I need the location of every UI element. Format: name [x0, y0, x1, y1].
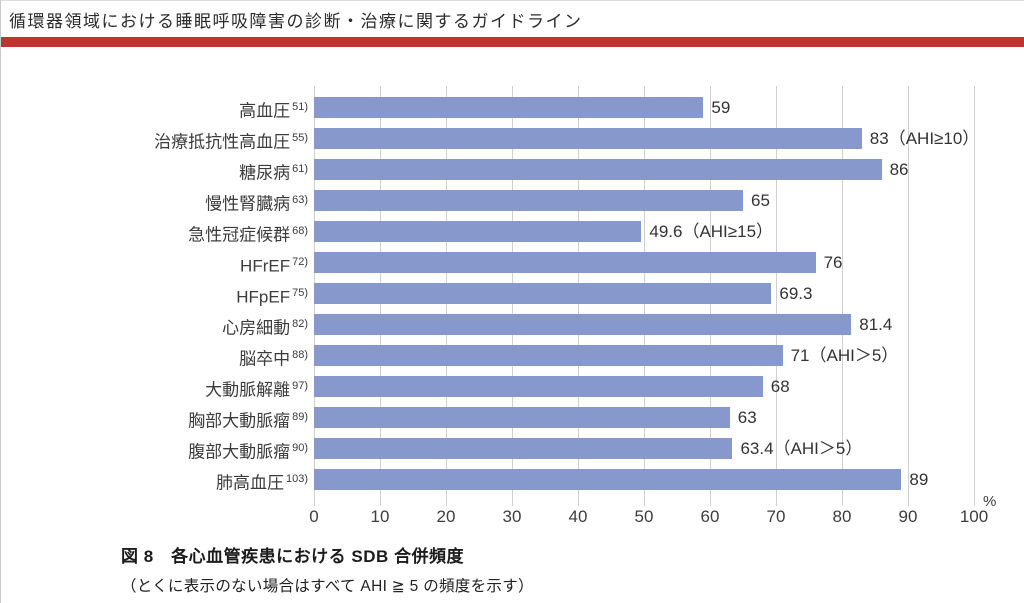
category-label-治療抵抗性高血圧: 治療抵抗性高血圧 55): [154, 132, 308, 152]
x-tick-label-20: 20: [436, 507, 456, 526]
gridline-90: [908, 86, 909, 506]
x-tick-label-0: 0: [309, 507, 319, 526]
x-tick-label-10: 10: [370, 507, 390, 526]
reference-number: 82): [292, 318, 308, 330]
value-label-大動脈解離: 68: [770, 377, 790, 396]
x-tick-label-90: 90: [898, 507, 918, 526]
value-label-肺高血圧: 89: [909, 470, 929, 489]
reference-number: 55): [292, 132, 308, 144]
value-label-高血圧: 59: [711, 98, 731, 117]
x-tick-label-50: 50: [634, 507, 654, 526]
gridline-80: [842, 86, 843, 506]
figure-caption-title: 図 8 各心血管疾患における SDB 合併頻度: [121, 547, 465, 566]
x-tick-label-100: 100: [959, 507, 989, 526]
reference-number: 103): [285, 473, 308, 485]
value-label-腹部大動脈瘤: 63.4（AHI＞5）: [740, 439, 863, 458]
bar-高血圧: [314, 97, 704, 118]
bar-HFrEF: [314, 252, 816, 273]
bar-心房細動: [314, 314, 852, 335]
bar-肺高血圧: [314, 469, 902, 490]
bar-脳卒中: [314, 345, 783, 366]
bar-HFpEF: [314, 283, 772, 304]
category-label-脳卒中: 脳卒中 88): [239, 349, 308, 369]
value-label-糖尿病: 86: [889, 160, 909, 179]
reference-number: 75): [292, 287, 308, 299]
figure-caption: 図 8 各心血管疾患における SDB 合併頻度 （とくに表示のない場合はすべて …: [121, 542, 981, 596]
reference-number: 72): [292, 256, 308, 268]
value-label-治療抵抗性高血圧: 83（AHI≥10）: [869, 129, 980, 148]
reference-number: 90): [292, 442, 308, 454]
x-tick-label-80: 80: [832, 507, 852, 526]
category-label-急性冠症候群: 急性冠症候群 68): [188, 225, 308, 245]
bar-糖尿病: [314, 159, 882, 180]
x-tick-label-30: 30: [502, 507, 522, 526]
category-label-大動脈解離: 大動脈解離 97): [205, 380, 308, 400]
bar-慢性腎臓病: [314, 190, 743, 211]
value-label-HFpEF: 69.3: [779, 284, 813, 303]
category-label-腹部大動脈瘤: 腹部大動脈瘤 90): [188, 442, 308, 462]
category-label-糖尿病: 糖尿病 61): [239, 163, 308, 183]
value-label-慢性腎臓病: 65: [751, 191, 770, 210]
page-header-title: 循環器領域における睡眠呼吸障害の診断・治療に関するガイドライン: [9, 12, 583, 31]
figure-caption-note: （とくに表示のない場合はすべて AHI ≧ 5 の頻度を示す）: [121, 578, 534, 595]
value-label-心房細動: 81.4: [859, 315, 893, 334]
bar-胸部大動脈瘤: [314, 407, 730, 428]
reference-number: 89): [292, 411, 308, 423]
value-label-胸部大動脈瘤: 63: [737, 408, 757, 427]
bar-治療抵抗性高血圧: [314, 128, 862, 149]
reference-number: 51): [292, 101, 308, 113]
reference-number: 68): [292, 225, 308, 237]
category-label-肺高血圧: 肺高血圧 103): [215, 473, 308, 493]
reference-number: 88): [292, 349, 308, 361]
category-label-慢性腎臓病: 慢性腎臓病 63): [205, 194, 308, 214]
category-label-胸部大動脈瘤: 胸部大動脈瘤 89): [188, 411, 308, 431]
category-label-高血圧: 高血圧 51): [239, 101, 308, 121]
red-divider-rule: [1, 37, 1024, 47]
value-label-急性冠症候群: 49.6（AHI≥15）: [649, 222, 774, 241]
reference-number: 97): [292, 380, 308, 392]
value-label-脳卒中: 71（AHI＞5）: [790, 346, 899, 365]
category-label-HFrEF: HFrEF 72): [240, 256, 308, 276]
x-tick-label-70: 70: [766, 507, 786, 526]
reference-number: 61): [292, 163, 308, 175]
value-label-HFrEF: 76: [823, 253, 843, 272]
bar-大動脈解離: [314, 376, 763, 397]
gridline-100: [974, 86, 975, 506]
category-label-HFpEF: HFpEF 75): [236, 287, 308, 307]
bar-急性冠症候群: [314, 221, 642, 242]
bar-腹部大動脈瘤: [314, 438, 733, 459]
reference-number: 63): [292, 194, 308, 206]
x-axis-unit-label: %: [983, 493, 997, 510]
gridline-70: [776, 86, 777, 506]
x-tick-label-60: 60: [700, 507, 720, 526]
category-label-心房細動: 心房細動 82): [222, 318, 308, 338]
x-tick-label-40: 40: [568, 507, 588, 526]
